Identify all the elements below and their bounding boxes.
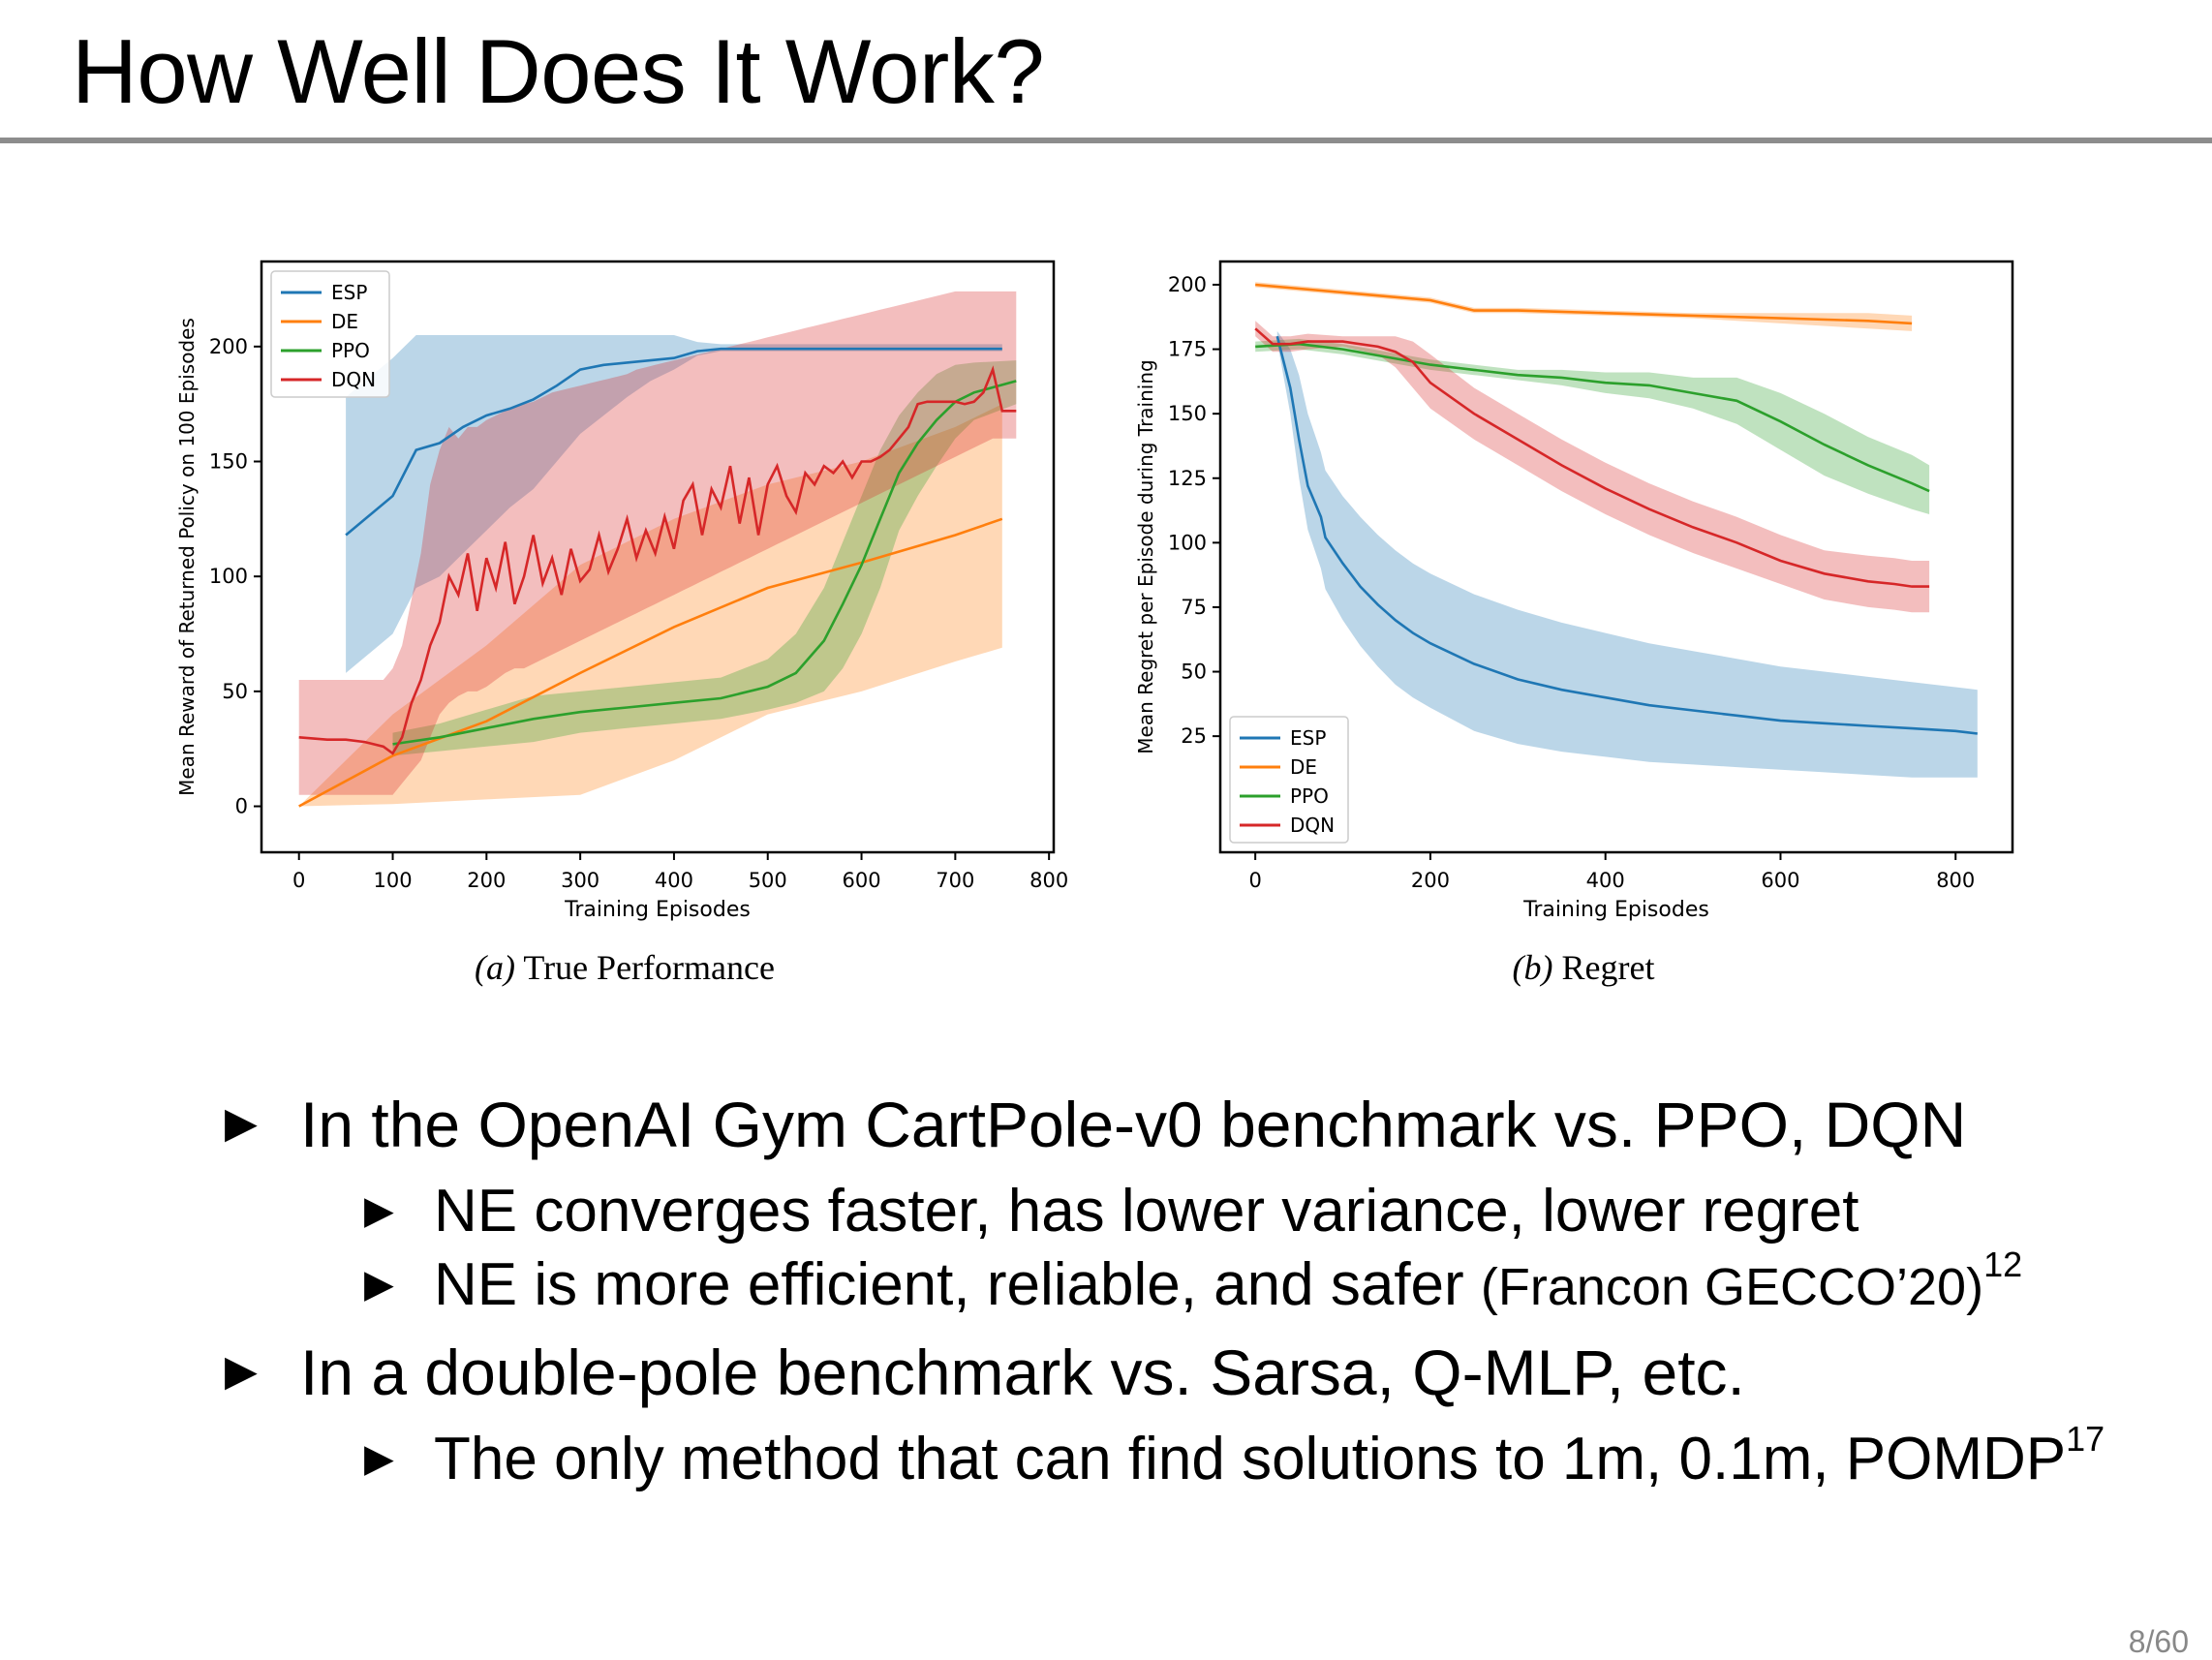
legend-box [1229, 716, 1349, 844]
bullet-text: NE converges faster, has lower variance,… [434, 1178, 1859, 1245]
caption-b-text: Regret [1552, 948, 1655, 987]
y-tick-label: 200 [1168, 273, 1207, 296]
y-tick-label: 50 [1181, 661, 1207, 684]
y-tick-label: 150 [1168, 402, 1207, 425]
x-tick-label: 800 [1936, 869, 1975, 892]
y-tick-label: 125 [1168, 467, 1207, 490]
bullet-arrow-icon: ▶ [364, 1189, 394, 1232]
legend-label-ppo: PPO [1290, 784, 1329, 808]
x-tick-label: 700 [936, 869, 974, 892]
caption-a-label: (a) [475, 948, 516, 987]
legend-label-esp: ESP [331, 281, 367, 304]
legend-label-dqn: DQN [331, 368, 376, 391]
x-axis-label: Training Episodes [1522, 898, 1709, 922]
x-tick-label: 500 [749, 869, 787, 892]
plot-frame [1218, 260, 2014, 854]
bullet-arrow-icon: ▶ [364, 1437, 394, 1480]
series-line-ppo [392, 380, 1017, 746]
legend-label-esp: ESP [1290, 726, 1326, 750]
plot-frame [260, 260, 1056, 854]
x-tick-label: 200 [467, 869, 506, 892]
band-ppo [1255, 338, 1930, 514]
x-tick-label: 600 [843, 869, 881, 892]
legend-label-ppo: PPO [331, 339, 370, 362]
x-tick-label: 0 [292, 869, 305, 892]
caption-true-performance: (a) True Performance [237, 947, 1012, 988]
series-line-esp [1275, 335, 1978, 735]
series-line-dqn [298, 365, 1017, 755]
y-axis-label: Mean Reward of Returned Policy on 100 Ep… [175, 318, 199, 796]
citation: (Francon GECCO’20) [1480, 1258, 1984, 1316]
regret-chart: 0 200 400 600 800 25 50 75 100 125 150 175 200 Traini… [1134, 260, 2014, 922]
y-tick-label: 100 [1168, 531, 1207, 554]
caption-a-text: True Performance [515, 948, 775, 987]
y-tick-label: 75 [1181, 596, 1207, 619]
page-number: 8/60 [2128, 1624, 2189, 1659]
x-tick-label: 100 [373, 869, 412, 892]
band-esp [346, 335, 1002, 673]
band-de [1255, 282, 1913, 331]
slide-title: How Well Does It Work? [72, 20, 1045, 122]
y-tick-label: 175 [1168, 338, 1207, 361]
title-divider [0, 138, 2212, 143]
band-de [298, 404, 1002, 807]
band-ppo [392, 360, 1017, 756]
bullet-arrow-icon: ▶ [364, 1263, 394, 1306]
y-tick-label: 0 [235, 795, 248, 818]
legend-label-dqn: DQN [1290, 814, 1335, 837]
y-tick-label: 150 [209, 449, 248, 473]
x-tick-label: 600 [1761, 869, 1799, 892]
x-tick-label: 300 [561, 869, 599, 892]
x-axis-label: Training Episodes [564, 898, 751, 922]
true-performance-chart: 0 100 200 300 400 500 600 700 800 0 50 100 150 200 Tra… [175, 260, 1068, 922]
footnote-ref: 17 [2066, 1419, 2105, 1459]
x-tick-label: 800 [1029, 869, 1068, 892]
x-tick-label: 400 [1586, 869, 1625, 892]
footnote-ref: 12 [1983, 1245, 2023, 1284]
x-tick-label: 200 [1411, 869, 1450, 892]
caption-b-label: (b) [1512, 948, 1553, 987]
caption-regret: (b) Regret [1196, 947, 1971, 988]
legend-label-de: DE [331, 310, 358, 333]
x-tick-label: 0 [1248, 869, 1261, 892]
bullet-text: NE is more efficient, reliable, and safe… [434, 1251, 1481, 1318]
y-tick-label: 25 [1181, 724, 1207, 748]
series-line-ppo [1255, 342, 1930, 493]
series-line-de [1255, 283, 1913, 325]
legend-box [270, 270, 390, 398]
bullet-arrow-icon: ▶ [225, 1347, 258, 1395]
band-dqn [1255, 321, 1930, 613]
legend-label-de: DE [1290, 755, 1317, 779]
bullet-text-group: The only method that can find solutions … [434, 1422, 2104, 1492]
x-tick-label: 400 [655, 869, 693, 892]
y-tick-label: 100 [209, 565, 248, 588]
series-line-esp [345, 347, 1002, 537]
bullet-text: In the OpenAI Gym CartPole-v0 benchmark … [300, 1089, 1967, 1160]
y-tick-label: 200 [209, 335, 248, 358]
y-axis-label: Mean Regret per Episode during Training [1134, 359, 1157, 753]
bullet-text: The only method that can find solutions … [434, 1426, 2067, 1492]
y-tick-label: 50 [222, 680, 248, 703]
bullet-arrow-icon: ▶ [225, 1099, 258, 1147]
series-line-dqn [1254, 327, 1930, 588]
bullet-text: In a double-pole benchmark vs. Sarsa, Q-… [300, 1337, 1745, 1408]
series-line-de [298, 517, 1003, 808]
bullet-text-group: NE is more efficient, reliable, and safe… [434, 1247, 2022, 1316]
band-esp [1276, 330, 1978, 778]
